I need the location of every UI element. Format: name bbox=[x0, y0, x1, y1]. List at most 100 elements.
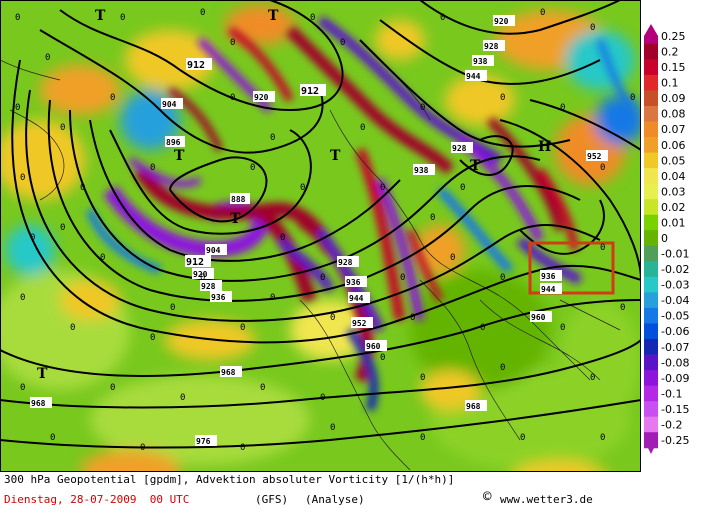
legend-swatch bbox=[644, 137, 658, 154]
zero-contour-label: 0 bbox=[500, 363, 505, 373]
low-pressure-marker: T bbox=[37, 366, 48, 382]
zero-contour-label: 0 bbox=[80, 183, 85, 193]
zero-contour-label: 0 bbox=[20, 173, 25, 183]
contour-label: 968 bbox=[221, 368, 236, 377]
weather-map: 912 912 904 896 888 904 912 920 928 936 … bbox=[0, 0, 641, 472]
zero-contour-label: 0 bbox=[620, 303, 625, 313]
zero-contour-label: 0 bbox=[330, 313, 335, 323]
contour-label: 928 bbox=[201, 282, 216, 291]
legend-swatch bbox=[644, 121, 658, 138]
low-pressure-marker: T bbox=[330, 148, 341, 164]
legend-swatch bbox=[644, 261, 658, 278]
zero-contour-label: 0 bbox=[15, 13, 20, 23]
zero-contour-label: 0 bbox=[270, 133, 275, 143]
zero-contour-label: 0 bbox=[200, 8, 205, 18]
legend-label: 0.08 bbox=[661, 108, 686, 121]
legend-swatch bbox=[644, 214, 658, 231]
legend-label: -0.08 bbox=[661, 356, 689, 369]
legend-swatch bbox=[644, 276, 658, 293]
zero-contour-label: 0 bbox=[420, 433, 425, 443]
contour-label: 920 bbox=[494, 17, 509, 26]
legend-label: -0.09 bbox=[661, 372, 689, 385]
legend-label: 0.06 bbox=[661, 139, 686, 152]
contour-label: 938 bbox=[473, 57, 488, 66]
low-pressure-marker: T bbox=[230, 211, 241, 227]
contour-label: 896 bbox=[166, 138, 181, 147]
zero-contour-label: 0 bbox=[100, 253, 105, 263]
legend-swatch bbox=[644, 183, 658, 200]
legend-swatch bbox=[644, 105, 658, 122]
low-pressure-marker: T bbox=[470, 158, 481, 174]
zero-contour-label: 0 bbox=[520, 433, 525, 443]
zero-contour-label: 0 bbox=[320, 273, 325, 283]
zero-contour-label: 0 bbox=[230, 93, 235, 103]
legend-label: -0.01 bbox=[661, 248, 689, 261]
legend-label: -0.06 bbox=[661, 325, 689, 338]
contour-label: 976 bbox=[196, 437, 211, 446]
legend-swatch bbox=[644, 59, 658, 76]
zero-contour-label: 0 bbox=[140, 443, 145, 453]
legend-swatch bbox=[644, 168, 658, 185]
low-pressure-marker: T bbox=[174, 148, 185, 164]
legend-label: 0.01 bbox=[661, 216, 686, 229]
legend-label: 0 bbox=[661, 232, 668, 245]
vorticity-bands bbox=[86, 15, 634, 412]
legend-label: -0.04 bbox=[661, 294, 689, 307]
contour-label: 920 bbox=[254, 93, 269, 102]
contour-label: 912 bbox=[186, 257, 204, 268]
zero-contour-label: 0 bbox=[380, 183, 385, 193]
contour-label: 912 bbox=[187, 60, 205, 71]
contour-label: 960 bbox=[366, 342, 381, 351]
legend-label: -0.25 bbox=[661, 434, 689, 447]
zero-contour-label: 0 bbox=[110, 383, 115, 393]
legend-label: -0.1 bbox=[661, 387, 682, 400]
legend-swatch bbox=[644, 416, 658, 433]
zero-contour-label: 0 bbox=[70, 323, 75, 333]
zero-contour-label: 0 bbox=[200, 273, 205, 283]
low-pressure-marker: T bbox=[95, 8, 106, 24]
zero-contour-label: 0 bbox=[20, 383, 25, 393]
legend-label: 0.04 bbox=[661, 170, 686, 183]
zero-contour-label: 0 bbox=[120, 13, 125, 23]
legend-label: 0.09 bbox=[661, 92, 686, 105]
zero-contour-label: 0 bbox=[600, 433, 605, 443]
legend-swatch bbox=[644, 354, 658, 371]
legend-swatch bbox=[644, 199, 658, 216]
zero-contour-label: 0 bbox=[480, 323, 485, 333]
caption-credit: www.wetter3.de bbox=[500, 493, 593, 506]
zero-contour-label: 0 bbox=[410, 313, 415, 323]
zero-contour-label: 0 bbox=[400, 273, 405, 283]
legend-label: 0.05 bbox=[661, 154, 686, 167]
map-border bbox=[0, 0, 641, 472]
legend-swatch bbox=[644, 339, 658, 356]
legend-swatch bbox=[644, 36, 658, 45]
zero-contour-label: 0 bbox=[420, 103, 425, 113]
contour-label: 944 bbox=[466, 72, 481, 81]
zero-contour-label: 0 bbox=[440, 13, 445, 23]
zero-contour-label: 0 bbox=[590, 23, 595, 33]
color-legend: 0.25 0.2 0.15 0.1 0.09 0.08 0.07 0.06 0.05 0.04 0.… bbox=[641, 0, 704, 472]
legend-label: 0.25 bbox=[661, 30, 686, 43]
low-pressure-marker: T bbox=[268, 8, 279, 24]
legend-label: 0.15 bbox=[661, 61, 686, 74]
contour-label: 928 bbox=[452, 144, 467, 153]
contour-label: 952 bbox=[352, 319, 367, 328]
legend-label: -0.05 bbox=[661, 310, 689, 323]
legend-label: -0.2 bbox=[661, 418, 682, 431]
legend-swatch bbox=[644, 292, 658, 309]
caption-analysis: (Analyse) bbox=[305, 493, 365, 506]
high-pressure-marker: H bbox=[538, 139, 551, 155]
zero-contour-label: 0 bbox=[110, 93, 115, 103]
contour-labels: 912 912 904 896 888 904 912 920 928 936 … bbox=[30, 15, 608, 446]
geopotential-contours bbox=[0, 0, 641, 449]
zero-contour-label: 0 bbox=[430, 213, 435, 223]
legend-swatch bbox=[644, 74, 658, 91]
legend-label: 0.2 bbox=[661, 46, 679, 59]
legend-swatch bbox=[644, 307, 658, 324]
zero-contour-label: 0 bbox=[240, 323, 245, 333]
contour-label: 936 bbox=[211, 293, 226, 302]
legend-swatch bbox=[644, 43, 658, 60]
contour-label: 952 bbox=[587, 152, 602, 161]
zero-contour-label: 0 bbox=[230, 38, 235, 48]
contour-label: 904 bbox=[206, 246, 221, 255]
